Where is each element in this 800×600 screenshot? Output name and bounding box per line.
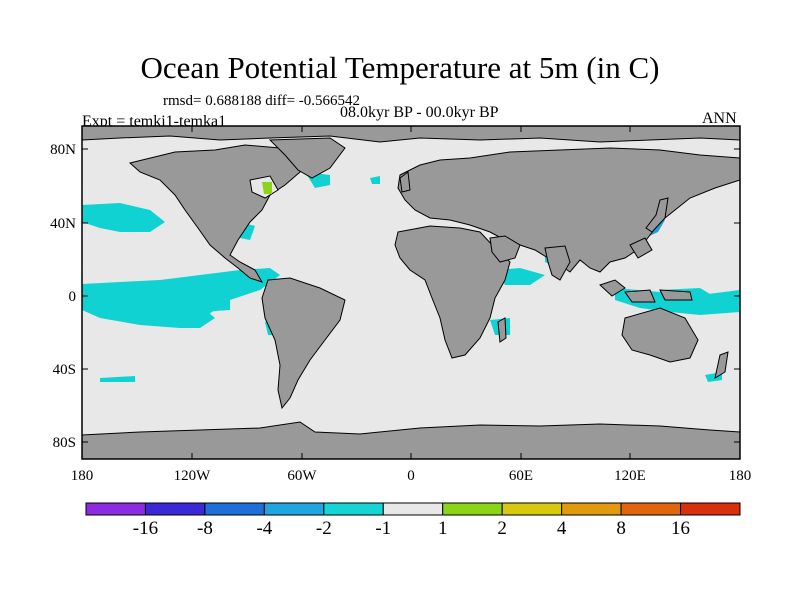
- lat-tick-label: 80S: [53, 435, 76, 451]
- lon-tick-label: 60E: [509, 468, 533, 484]
- colorbar-label: -1: [375, 518, 392, 539]
- colorbar-box: [382, 502, 444, 516]
- lon-tick-label: 180: [71, 468, 94, 484]
- colorbar-box: [263, 502, 325, 516]
- warm-anomaly-hudson: [262, 182, 272, 194]
- colorbar-label: -4: [256, 518, 273, 539]
- colorbar-label: -8: [196, 518, 213, 539]
- colorbar-label: 1: [437, 518, 448, 539]
- lon-tick-label: 0: [407, 468, 415, 484]
- lat-tick-label: 0: [69, 289, 77, 305]
- colorbar-box: [85, 502, 146, 516]
- stats-text: rmsd= 0.688188 diff= -0.566542: [163, 93, 361, 109]
- colorbar-label: 4: [556, 518, 567, 539]
- axis-ticks: [82, 126, 740, 459]
- map-title: Ocean Potential Temperature at 5m (in C): [140, 50, 660, 85]
- colorbar-label: -16: [132, 518, 159, 539]
- colorbar-label: 16: [671, 518, 691, 539]
- colorbar-box: [144, 502, 206, 516]
- colorbar-box: [680, 502, 741, 516]
- colorbar-box: [501, 502, 563, 516]
- colorbar: [85, 502, 741, 516]
- colorbar-box: [204, 502, 265, 516]
- colorbar-label: 2: [497, 518, 507, 539]
- colorbar-box: [442, 502, 503, 516]
- lon-tick-label: 180: [729, 468, 752, 484]
- colorbar-label: -2: [315, 518, 332, 539]
- lon-tick-label: 60W: [287, 468, 317, 484]
- lat-tick-label: 40N: [50, 216, 76, 232]
- colorbar-box: [323, 502, 384, 516]
- lon-tick-label: 120E: [614, 468, 646, 484]
- land-masses: [82, 126, 740, 459]
- colorbar-label: 8: [616, 518, 626, 539]
- colorbar-box: [561, 502, 622, 516]
- period-text: 08.0kyr BP - 00.0kyr BP: [340, 104, 499, 121]
- lon-tick-label: 120W: [174, 468, 212, 484]
- lat-tick-label: 40S: [53, 362, 76, 378]
- lat-tick-label: 80N: [50, 142, 76, 158]
- colorbar-box: [620, 502, 682, 516]
- season-label: ANN: [702, 110, 737, 127]
